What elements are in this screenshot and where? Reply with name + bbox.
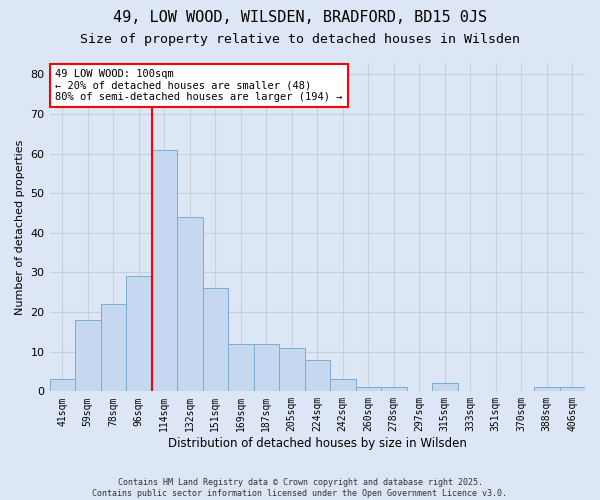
Bar (203, 288, 228, 392)
Bar (228, 344, 254, 392)
Text: Contains HM Land Registry data © Crown copyright and database right 2025.
Contai: Contains HM Land Registry data © Crown c… (92, 478, 508, 498)
Text: 49 LOW WOOD: 100sqm
← 20% of detached houses are smaller (48)
80% of semi-detach: 49 LOW WOOD: 100sqm ← 20% of detached ho… (55, 69, 343, 102)
Bar (126, 276, 152, 392)
Y-axis label: Number of detached properties: Number of detached properties (15, 139, 25, 314)
Text: 49, LOW WOOD, WILSDEN, BRADFORD, BD15 0JS: 49, LOW WOOD, WILSDEN, BRADFORD, BD15 0J… (113, 10, 487, 25)
Bar (381, 388, 407, 392)
Bar (330, 380, 356, 392)
Bar (432, 384, 458, 392)
Text: Size of property relative to detached houses in Wilsden: Size of property relative to detached ho… (80, 32, 520, 46)
Bar (177, 217, 203, 392)
Bar (50, 380, 75, 392)
Bar (254, 344, 279, 392)
Bar (279, 348, 305, 392)
X-axis label: Distribution of detached houses by size in Wilsden: Distribution of detached houses by size … (168, 437, 467, 450)
Bar (101, 304, 126, 392)
Bar (75, 320, 101, 392)
Bar (305, 360, 330, 392)
Bar (560, 388, 585, 392)
Bar (534, 388, 560, 392)
Bar (152, 150, 177, 392)
Bar (356, 388, 381, 392)
